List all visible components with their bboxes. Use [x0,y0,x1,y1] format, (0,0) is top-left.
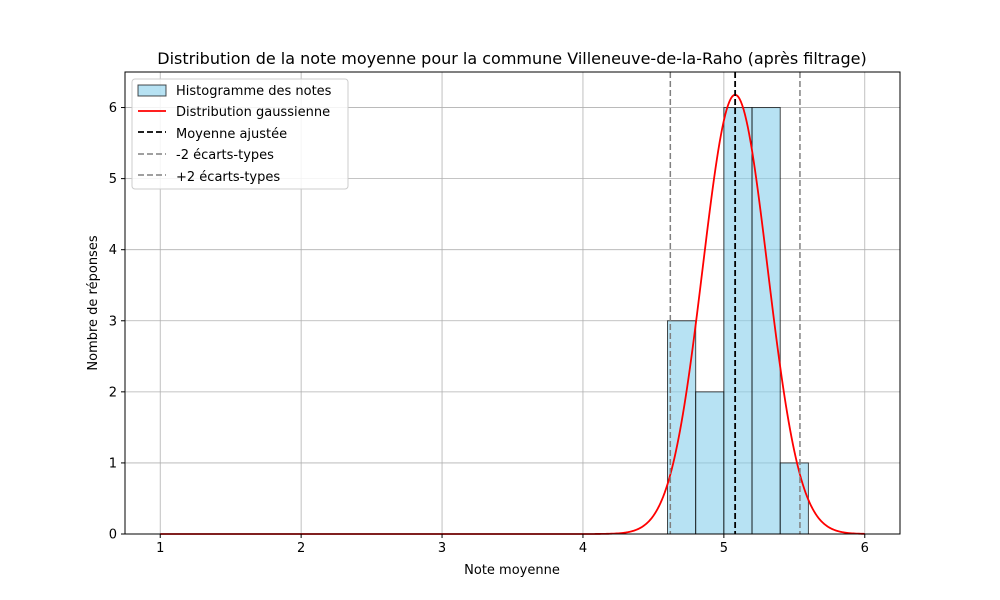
x-tick-label: 1 [156,541,164,556]
x-tick-label: 3 [438,541,446,556]
chart-title: Distribution de la note moyenne pour la … [157,49,866,68]
legend-label-plus2sd: +2 écarts-types [176,170,280,185]
histogram-bar [695,391,725,535]
reference-lines [669,72,801,534]
x-tick-label: 2 [297,541,305,556]
y-tick-label: 5 [109,172,117,187]
histogram-bar [779,462,809,535]
y-tick-label: 4 [109,243,117,258]
x-tick-label: 5 [720,541,728,556]
y-axis-label: Nombre de réponses [86,235,101,370]
legend-box [131,78,349,190]
x-axis-ticks: 1 2 3 4 5 6 [156,534,869,556]
histogram-bar [751,107,781,535]
x-tick-label: 6 [861,541,869,556]
legend-label-histogram: Histogramme des notes [176,84,332,99]
histogram-bar [723,107,753,535]
y-tick-label: 3 [109,314,117,329]
y-axis-ticks: 0 1 2 3 4 5 6 [109,101,125,543]
legend-label-mean: Moyenne ajustée [176,127,287,142]
x-tick-label: 4 [579,541,587,556]
x-axis-label: Note moyenne [464,563,560,578]
legend-label-minus2sd: -2 écarts-types [176,148,274,163]
y-tick-label: 1 [109,456,117,471]
legend: Histogramme des notes Distribution gauss… [131,78,349,190]
plot-frame [124,71,901,535]
y-tick-label: 2 [109,385,117,400]
legend-swatch-histogram [137,84,167,97]
y-tick-label: 6 [109,101,117,116]
legend-label-gaussian: Distribution gaussienne [176,105,330,120]
y-tick-label: 0 [109,528,117,543]
